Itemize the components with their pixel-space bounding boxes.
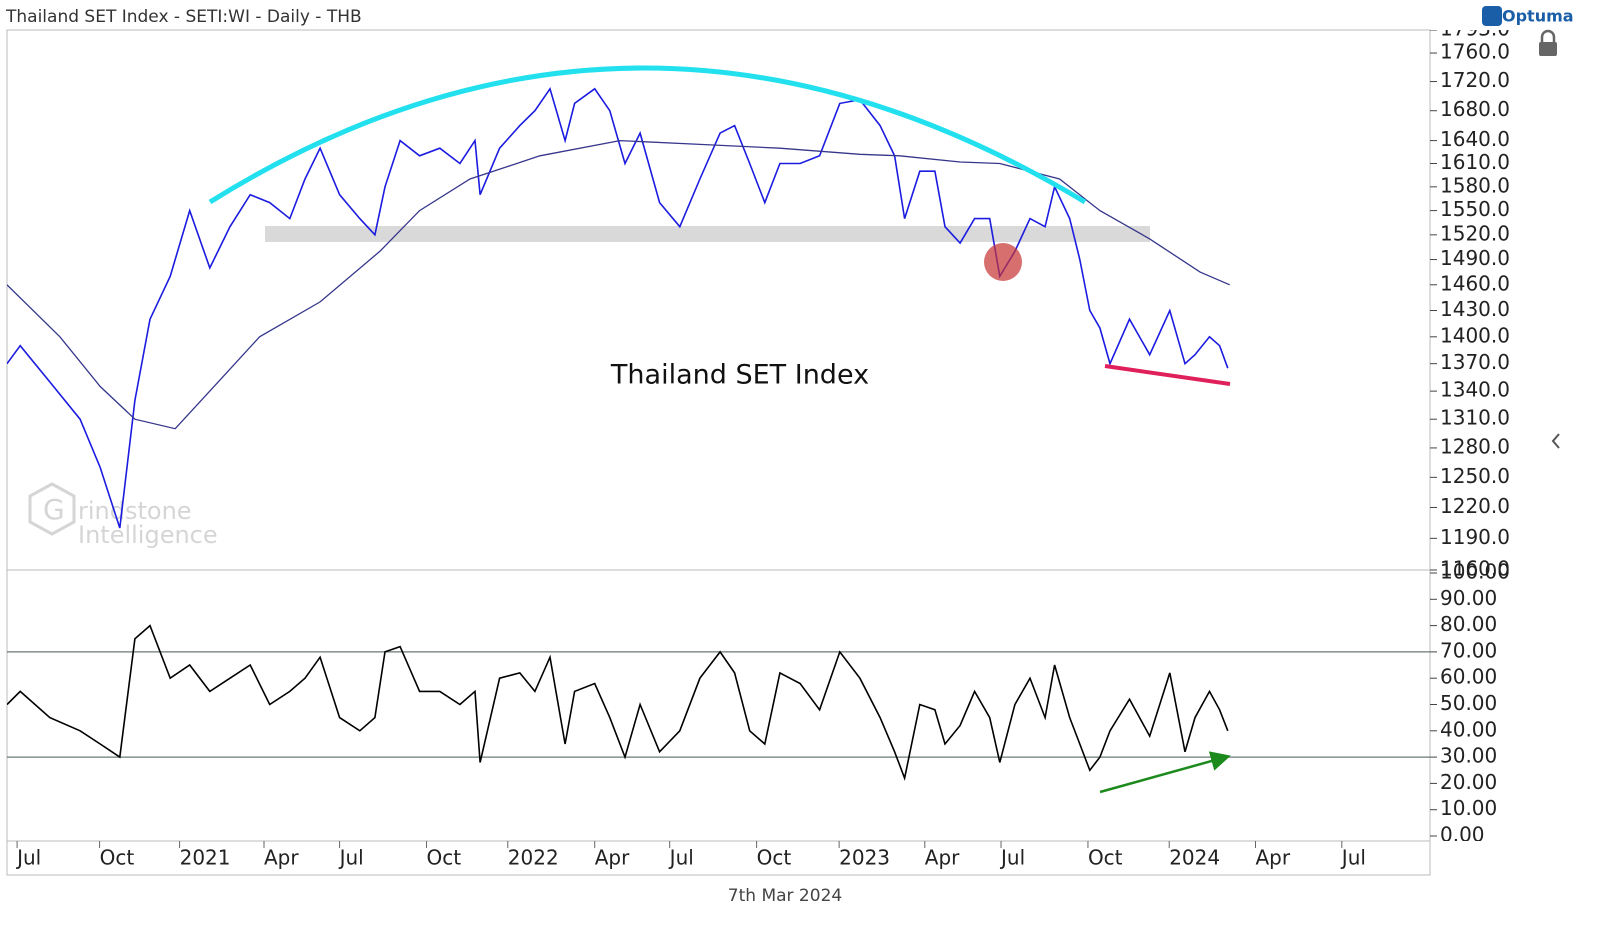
y-tick-label: 1550.0 <box>1440 197 1510 221</box>
breakdown-marker <box>984 243 1022 281</box>
y-tick-label: 1610.0 <box>1440 150 1510 174</box>
x-tick-label: 2021 <box>180 846 231 870</box>
x-tick-label: Oct <box>1088 846 1123 870</box>
x-tick-label: Oct <box>757 846 792 870</box>
annotation: Thailand SET Index <box>610 360 869 391</box>
x-tick-label: Jul <box>999 846 1025 870</box>
y-tick-label: 60.00 <box>1440 665 1497 689</box>
y-tick-label: 1400.0 <box>1440 323 1510 347</box>
date-label: 7th Mar 2024 <box>728 886 842 906</box>
y-tick-label: 100.00 <box>1440 560 1510 584</box>
y-tick-label: 1490.0 <box>1440 246 1510 270</box>
x-tick-label: Jul <box>338 846 364 870</box>
y-tick-label: 90.00 <box>1440 586 1497 610</box>
y-tick-label: 10.00 <box>1440 796 1497 820</box>
y-tick-label: 1580.0 <box>1440 173 1510 197</box>
x-tick-label: Jul <box>15 846 41 870</box>
svg-text:G: G <box>43 493 65 526</box>
x-tick-label: Jul <box>1340 846 1366 870</box>
y-tick-label: 1340.0 <box>1440 378 1510 402</box>
chart-title: Thailand SET Index - SETI:WI - Daily - T… <box>5 7 362 27</box>
x-tick-label: Jul <box>668 846 694 870</box>
x-tick-label: Oct <box>427 846 462 870</box>
y-tick-label: 1460.0 <box>1440 271 1510 295</box>
rounding-top-arc <box>208 65 1087 205</box>
y-tick-label: 1250.0 <box>1440 464 1510 488</box>
watermark-line: rindstone <box>78 497 192 525</box>
x-tick-label: Oct <box>100 846 135 870</box>
series-line <box>7 139 1230 430</box>
y-tick-label: 80.00 <box>1440 612 1497 636</box>
collapse-toggle[interactable] <box>1551 433 1560 449</box>
brand-logo: Optuma <box>1482 6 1574 26</box>
y-tick-label: 1720.0 <box>1440 68 1510 92</box>
y-tick-label: 1430.0 <box>1440 297 1510 321</box>
x-tick-label: 2024 <box>1169 846 1220 870</box>
watermark-line: Intelligence <box>78 521 218 549</box>
y-tick-label: 1370.0 <box>1440 350 1510 374</box>
y-tick-label: 1190.0 <box>1440 525 1510 549</box>
series-line <box>7 624 1229 781</box>
y-tick-label: 50.00 <box>1440 691 1497 715</box>
y-tick-label: 1280.0 <box>1440 434 1510 458</box>
watermark: G rindstone Intelligence <box>28 482 218 549</box>
series-line <box>7 86 1229 529</box>
y-tick-label: 20.00 <box>1440 770 1497 794</box>
y-tick-label: 40.00 <box>1440 717 1497 741</box>
support-trendline <box>1104 364 1231 386</box>
support-band <box>265 226 1150 242</box>
x-tick-label: 2023 <box>839 846 890 870</box>
x-tick-label: Apr <box>1256 846 1291 870</box>
y-tick-label: 1310.0 <box>1440 406 1510 430</box>
divergence-arrow <box>1099 751 1231 794</box>
y-tick-label: 1160.0 <box>1440 557 1510 581</box>
brand: Optuma <box>1502 7 1574 26</box>
y-tick-label: 0.00 <box>1440 823 1485 847</box>
y-tick-label: 1520.0 <box>1440 221 1510 245</box>
x-tick-label: Apr <box>264 846 299 870</box>
y-tick-label: 30.00 <box>1440 744 1497 768</box>
x-tick-label: 2022 <box>508 846 559 870</box>
x-tick-label: Apr <box>595 846 630 870</box>
y-tick-label: 70.00 <box>1440 638 1497 662</box>
price-panel-frame <box>6 29 1431 571</box>
lock-icon[interactable] <box>1539 29 1557 56</box>
y-tick-label: 1793.0 <box>1440 17 1510 41</box>
y-tick-label: 1640.0 <box>1440 127 1510 151</box>
y-tick-label: 1760.0 <box>1440 40 1510 64</box>
y-tick-label: 1220.0 <box>1440 494 1510 518</box>
y-tick-label: 1680.0 <box>1440 97 1510 121</box>
x-tick-label: Apr <box>925 846 960 870</box>
